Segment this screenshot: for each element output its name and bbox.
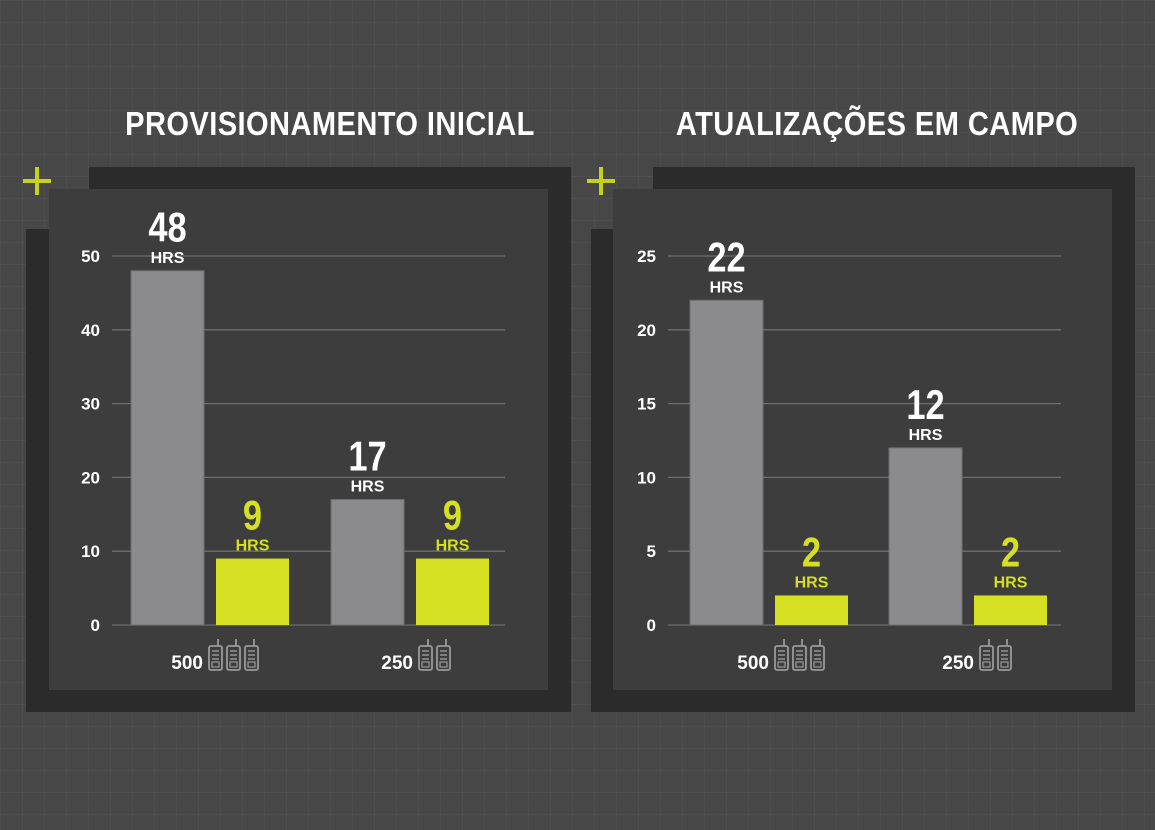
radio-device-icon xyxy=(418,639,433,671)
device-icon-group xyxy=(979,639,1012,671)
data-label-value: 2 xyxy=(802,529,821,576)
data-label-unit: HRS xyxy=(351,479,385,496)
bar xyxy=(130,270,205,626)
radio-device-icon xyxy=(997,639,1012,671)
y-tick-label: 50 xyxy=(81,247,100,266)
bar xyxy=(888,447,963,626)
data-label-unit: HRS xyxy=(909,427,943,444)
y-tick-label: 0 xyxy=(91,616,100,635)
data-label-unit: HRS xyxy=(795,574,829,591)
device-icon-group xyxy=(418,639,451,671)
y-tick-label: 40 xyxy=(81,321,100,340)
data-label-value: 9 xyxy=(243,492,262,539)
y-tick-label: 25 xyxy=(637,247,656,266)
device-icon-group xyxy=(774,639,825,671)
radio-device-icon xyxy=(979,639,994,671)
data-label-unit: HRS xyxy=(151,250,185,267)
y-tick-label: 10 xyxy=(637,468,656,487)
bar xyxy=(974,595,1047,625)
data-label-value: 2 xyxy=(1001,529,1020,576)
x-category-label: 500 xyxy=(737,653,769,674)
y-tick-label: 20 xyxy=(637,321,656,340)
x-category-label: 500 xyxy=(171,653,203,674)
data-label-unit: HRS xyxy=(436,538,470,555)
bar xyxy=(775,595,848,625)
data-label-value: 22 xyxy=(707,234,745,281)
y-tick-label: 5 xyxy=(647,542,656,561)
bar xyxy=(689,299,764,626)
y-tick-label: 10 xyxy=(81,542,100,561)
radio-device-icon xyxy=(774,639,789,671)
y-tick-label: 15 xyxy=(637,395,656,414)
data-label-unit: HRS xyxy=(710,279,744,296)
radio-device-icon xyxy=(226,639,241,671)
data-label-unit: HRS xyxy=(236,538,270,555)
device-icon-group xyxy=(208,639,259,671)
chart-title-left: PROVISIONAMENTO INICIAL xyxy=(125,105,535,142)
chart-title-right: ATUALIZAÇÕES EM CAMPO xyxy=(675,105,1079,142)
radio-device-icon xyxy=(792,639,807,671)
x-category-label: 250 xyxy=(381,653,413,674)
radio-device-icon xyxy=(810,639,825,671)
plus-icon xyxy=(23,167,51,195)
radio-device-icon xyxy=(208,639,223,671)
bar xyxy=(416,558,489,625)
radio-device-icon xyxy=(436,639,451,671)
y-tick-label: 20 xyxy=(81,468,100,487)
y-tick-label: 30 xyxy=(81,395,100,414)
data-label-unit: HRS xyxy=(994,574,1028,591)
data-label-value: 12 xyxy=(906,382,944,429)
x-category-label: 250 xyxy=(942,653,974,674)
data-label-value: 17 xyxy=(348,433,386,480)
bar xyxy=(330,499,405,626)
y-tick-label: 0 xyxy=(647,616,656,635)
bar xyxy=(216,558,289,625)
data-label-value: 48 xyxy=(148,205,186,252)
radio-device-icon xyxy=(244,639,259,671)
data-label-value: 9 xyxy=(443,492,462,539)
plus-icon xyxy=(587,167,615,195)
